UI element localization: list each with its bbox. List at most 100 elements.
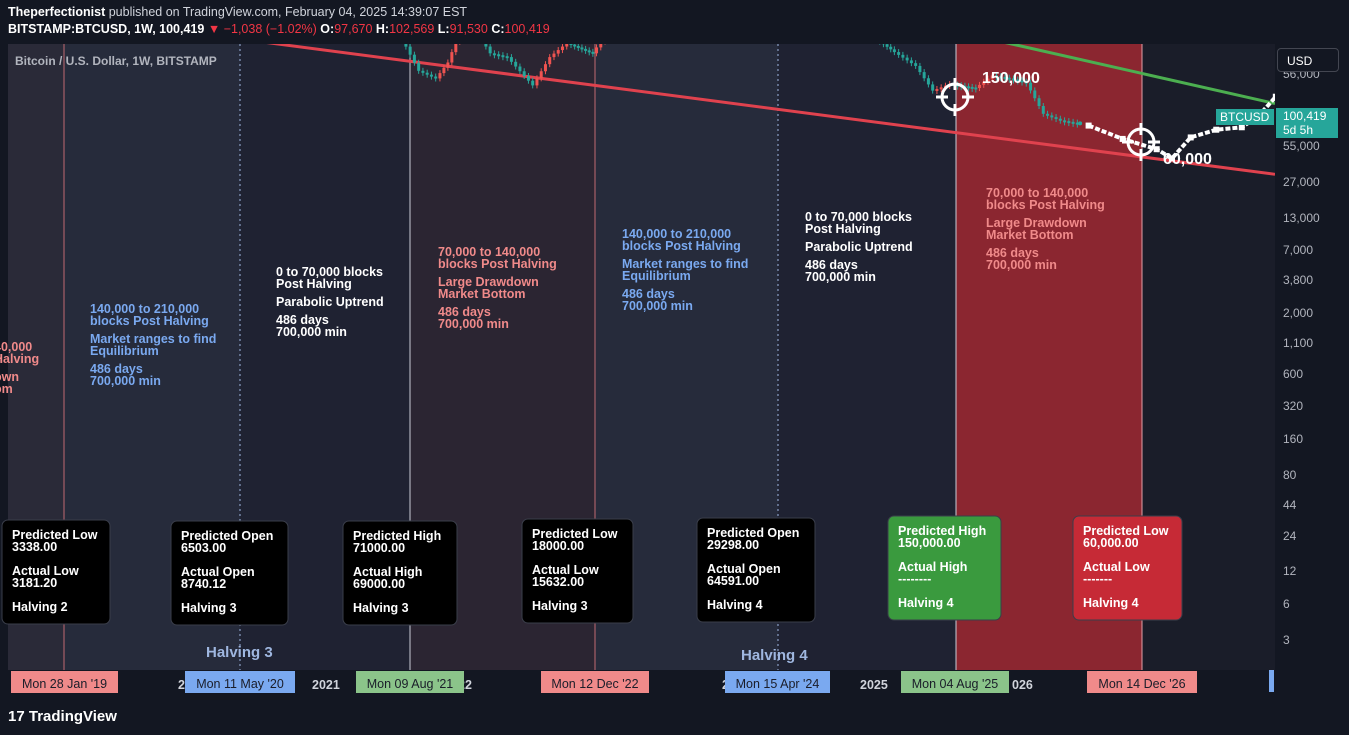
tradingview-logo[interactable]: 17 TradingView — [8, 708, 117, 725]
prediction-box-text: Halving 3 — [532, 599, 588, 613]
date-badge: Mon 11 May '20 — [185, 671, 295, 693]
prediction-box-text: 64591.00 — [707, 574, 759, 588]
candle — [531, 80, 535, 86]
prediction-box-bg — [1, 519, 111, 625]
price-tag-symbol: BTCUSD — [1220, 110, 1270, 124]
candle — [556, 50, 560, 54]
prediction-box-bg — [887, 515, 1002, 621]
prediction-box-text: ------- — [1083, 572, 1112, 586]
candle — [450, 52, 454, 63]
candle — [1067, 121, 1071, 124]
author-name[interactable]: Theperfectionist — [8, 5, 106, 19]
phase-annotation-line: Equilibrium — [622, 269, 691, 283]
price-axis[interactable] — [1275, 44, 1349, 670]
candle — [488, 46, 492, 54]
open-label: O: — [320, 22, 335, 36]
support-line — [810, 0, 1276, 105]
prediction-box-text: 150,000.00 — [898, 536, 961, 550]
phase-annotation-line: Large Drawdown — [986, 216, 1087, 230]
phase-annotation-line: Parabolic Uptrend — [805, 240, 913, 254]
prediction-box-text: Predicted Open — [181, 529, 273, 543]
candle — [986, 78, 990, 82]
phase-annotation-line: 70,000 to 140,000 — [986, 186, 1088, 200]
candle — [1041, 106, 1045, 114]
price-tick-label: 24 — [1283, 529, 1297, 543]
candle — [417, 62, 421, 71]
candle — [990, 75, 994, 79]
phase-annotation-line: 140,000 to 210,000 — [90, 302, 199, 316]
prediction-box-text: Actual Low — [1083, 560, 1150, 574]
prediction-box-text: 29298.00 — [707, 538, 759, 552]
prediction-box-text: 18000.00 — [532, 539, 584, 553]
candle — [909, 60, 913, 64]
prediction-point — [1119, 135, 1126, 142]
candle — [977, 84, 981, 89]
date-badge-label: Mon 15 Apr '24 — [736, 677, 820, 691]
price-tick-label: 80 — [1283, 468, 1297, 482]
prediction-box-bg — [521, 518, 634, 624]
phase-annotation-line: 700,000 min — [276, 325, 347, 339]
date-badge-bg — [725, 671, 830, 693]
candle — [580, 47, 584, 50]
phase-annotation-line: om — [0, 382, 13, 396]
phase-annotation-line: Parabolic Uptrend — [276, 295, 384, 309]
target-low-label: 60,000 — [1163, 151, 1212, 168]
candle — [1020, 80, 1024, 83]
change-value: ▼ −1,038 (−1.02%) — [207, 22, 317, 36]
prediction-box-text: 3338.00 — [12, 540, 57, 554]
candle — [509, 57, 513, 62]
symbol-info: BITSTAMP:BTCUSD, 1W, 100,419 — [8, 22, 205, 36]
date-badge-label: Mon 11 May '20 — [196, 677, 284, 691]
candle — [918, 65, 922, 73]
prediction-point — [1187, 134, 1194, 141]
prediction-box-text: -------- — [898, 572, 931, 586]
prediction-box-text: 3181.20 — [12, 576, 57, 590]
phase-annotation-line: 486 days — [438, 305, 491, 319]
price-chart[interactable]: 150,000 60,000 Bitcoin / U.S. Dollar, 1W… — [0, 0, 1349, 700]
phase-annotation-line: 700,000 min — [438, 317, 509, 331]
date-badge: Mon 12 Dec '22 — [541, 671, 649, 693]
price-tick-label: 7,000 — [1283, 243, 1313, 257]
candle — [548, 57, 552, 65]
prediction-point — [1085, 122, 1092, 129]
prediction-box-text: 8740.12 — [181, 577, 226, 591]
last-price-point — [1078, 121, 1083, 126]
phase-annotation-line: 486 days — [622, 287, 675, 301]
candle — [1046, 113, 1050, 116]
date-badges: Mon 28 Jan '19 Mon 11 May '20 Mon 09 Aug '… — [11, 671, 1197, 693]
currency-button[interactable]: USD — [1277, 48, 1339, 72]
candle — [587, 50, 591, 53]
chart-title: Bitcoin / U.S. Dollar, 1W, BITSTAMP — [15, 54, 217, 68]
candle — [1003, 76, 1007, 79]
target-high-label: 150,000 — [982, 70, 1040, 87]
tradingview-logo-text: TradingView — [28, 708, 117, 725]
candle — [1058, 118, 1062, 121]
price-tick-label: 6 — [1283, 597, 1290, 611]
candle — [1012, 78, 1016, 81]
candle — [1054, 117, 1058, 120]
phase-annotation-line: 70,000 to 140,000 — [438, 245, 540, 259]
candle — [552, 53, 556, 58]
publish-line: Theperfectionist published on TradingVie… — [8, 5, 467, 19]
price-tick-label: 27,000 — [1283, 175, 1320, 189]
phase-annotation-line: 700,000 min — [90, 374, 161, 388]
high-label: H: — [375, 22, 390, 36]
prediction-box-text: Halving 4 — [898, 596, 954, 610]
candle — [514, 61, 518, 67]
candle — [967, 86, 971, 89]
candle — [1024, 81, 1028, 84]
prediction-box-bg — [342, 520, 458, 626]
phase-annotation-line: Halving — [0, 352, 39, 366]
candle — [412, 54, 416, 63]
candle — [434, 76, 438, 79]
candle — [1016, 79, 1020, 82]
price-axis-ticks: 56,00055,00027,00013,0007,0003,8002,0001… — [1283, 67, 1320, 647]
candle — [994, 75, 998, 78]
phase-annotation-line: Equilibrium — [90, 344, 159, 358]
prediction-box-text: Predicted Low — [12, 528, 98, 542]
